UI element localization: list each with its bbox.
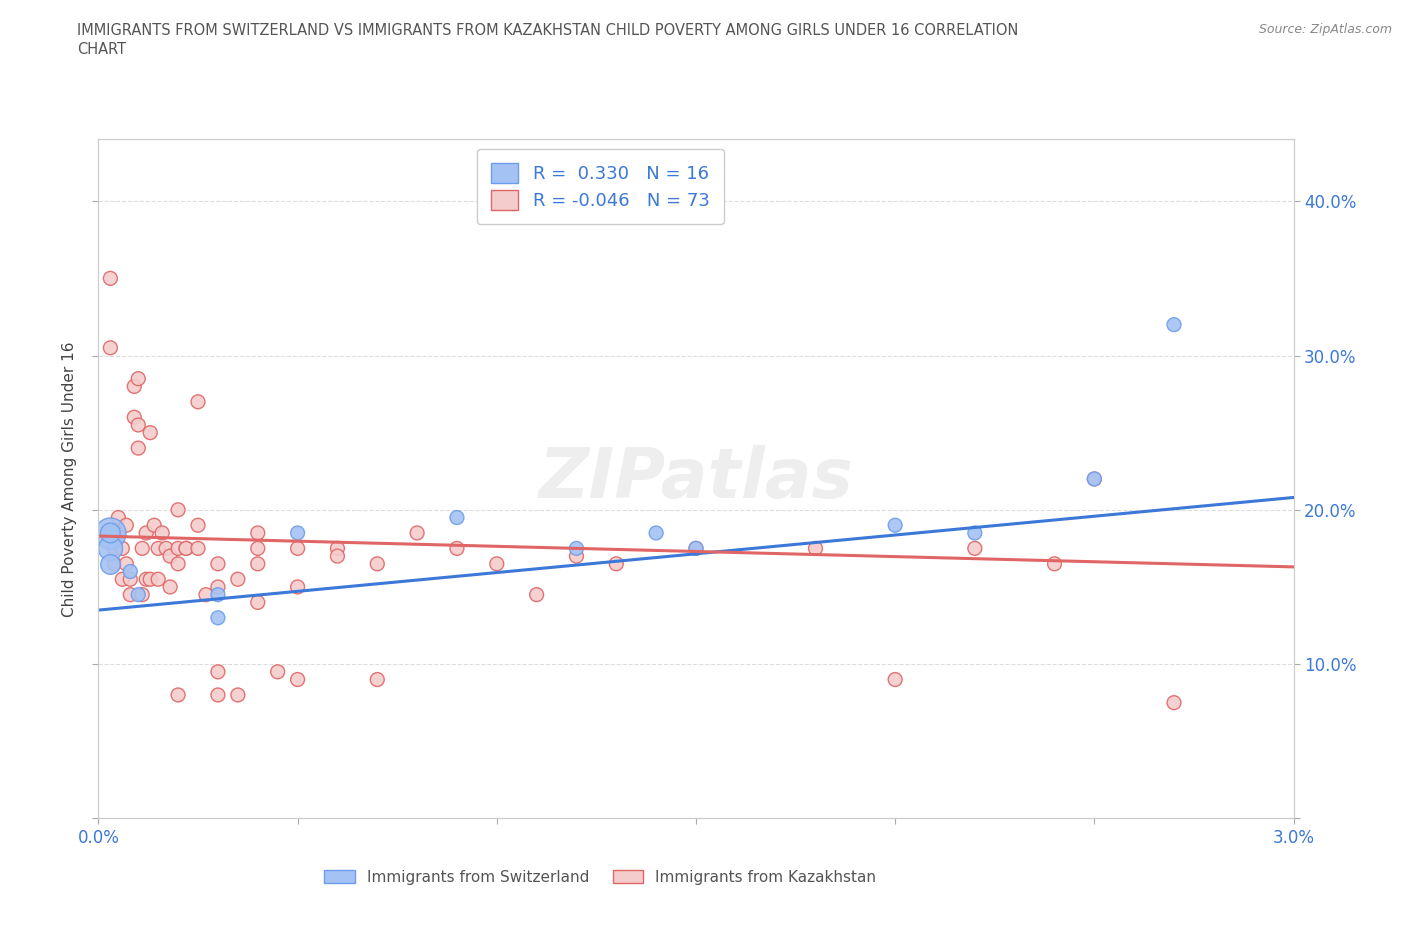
Point (139, 425, 162, 440)
Point (366, 556, 388, 571)
Point (287, 672, 309, 687)
Point (98, 541, 122, 556)
Point (111, 541, 134, 556)
Point (326, 541, 349, 556)
Point (207, 687, 229, 702)
Point (174, 541, 197, 556)
Point (107, 510, 129, 525)
Point (226, 687, 249, 702)
Point (131, 587, 153, 602)
Point (127, 441, 149, 456)
Point (98, 525, 122, 540)
Point (267, 664, 290, 679)
Point (605, 556, 627, 571)
Point (287, 579, 309, 594)
Point (246, 595, 269, 610)
Text: CHART: CHART (77, 42, 127, 57)
Point (1083, 472, 1105, 486)
Point (207, 587, 229, 602)
Point (131, 541, 153, 556)
Point (98, 271, 122, 286)
Point (526, 587, 548, 602)
Point (120, 572, 142, 587)
Y-axis label: Child Poverty Among Girls Under 16: Child Poverty Among Girls Under 16 (62, 341, 77, 617)
Point (207, 579, 229, 594)
Point (446, 541, 468, 556)
Point (226, 572, 249, 587)
Point (446, 510, 468, 525)
Legend: Immigrants from Switzerland, Immigrants from Kazakhstan: Immigrants from Switzerland, Immigrants … (316, 862, 884, 892)
Point (884, 672, 907, 687)
Point (287, 541, 309, 556)
Point (685, 541, 707, 556)
Point (246, 541, 269, 556)
Point (565, 549, 588, 564)
Point (120, 587, 142, 602)
Point (1043, 556, 1066, 571)
Text: IMMIGRANTS FROM SWITZERLAND VS IMMIGRANTS FROM KAZAKHSTAN CHILD POVERTY AMONG GI: IMMIGRANTS FROM SWITZERLAND VS IMMIGRANT… (77, 23, 1019, 38)
Point (167, 541, 190, 556)
Point (148, 541, 170, 556)
Point (963, 525, 986, 540)
Point (174, 541, 197, 556)
Point (207, 556, 229, 571)
Point (187, 541, 209, 556)
Point (366, 672, 388, 687)
Point (326, 549, 349, 564)
Point (139, 572, 162, 587)
Point (167, 556, 190, 571)
Point (98, 340, 122, 355)
Point (150, 525, 173, 540)
Point (287, 525, 309, 540)
Point (127, 587, 149, 602)
Point (155, 541, 177, 556)
Point (645, 525, 668, 540)
Point (127, 418, 149, 432)
Text: Source: ZipAtlas.com: Source: ZipAtlas.com (1258, 23, 1392, 36)
Point (159, 579, 181, 594)
Point (98, 525, 122, 540)
Point (107, 525, 129, 540)
Point (207, 664, 229, 679)
Point (1163, 317, 1185, 332)
Point (187, 394, 209, 409)
Point (111, 572, 134, 587)
Point (884, 518, 907, 533)
Point (115, 556, 138, 571)
Point (406, 525, 429, 540)
Point (246, 525, 269, 540)
Point (804, 541, 827, 556)
Point (127, 371, 149, 386)
Point (148, 572, 170, 587)
Point (124, 379, 146, 393)
Point (120, 565, 142, 579)
Point (195, 587, 218, 602)
Point (187, 518, 209, 533)
Point (1163, 696, 1185, 711)
Point (135, 525, 157, 540)
Point (103, 541, 125, 556)
Text: ZIPatlas: ZIPatlas (538, 445, 853, 512)
Point (207, 610, 229, 625)
Point (124, 410, 146, 425)
Point (167, 687, 190, 702)
Point (159, 549, 181, 564)
Point (103, 556, 125, 571)
Point (167, 502, 190, 517)
Point (98, 556, 122, 571)
Point (98, 525, 122, 540)
Point (1083, 472, 1105, 486)
Point (143, 518, 166, 533)
Point (565, 541, 588, 556)
Point (685, 541, 707, 556)
Point (485, 556, 508, 571)
Point (135, 572, 157, 587)
Point (246, 556, 269, 571)
Point (115, 518, 138, 533)
Point (963, 541, 986, 556)
